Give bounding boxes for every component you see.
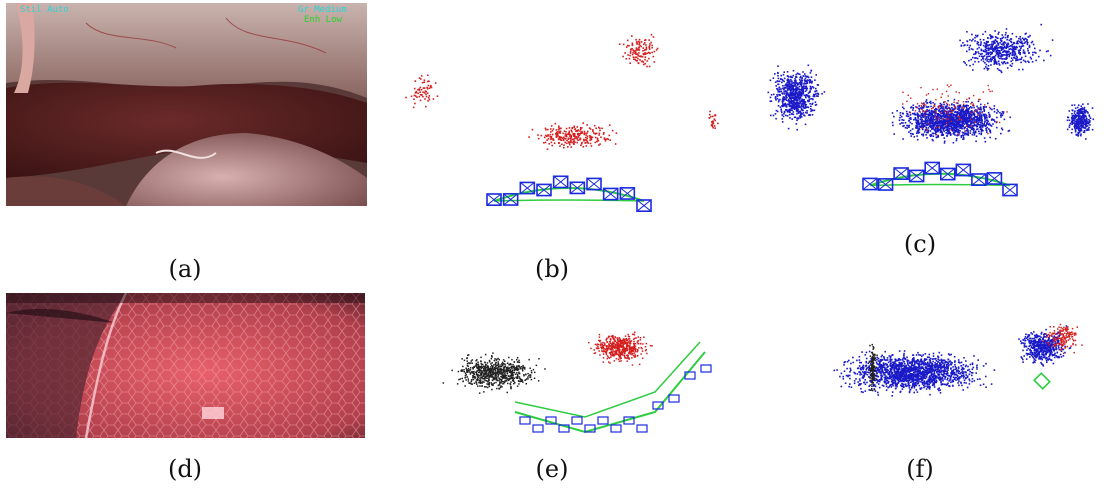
- blue-points-center: [891, 97, 1011, 144]
- red-points-left: [405, 74, 439, 109]
- dense-point-cloud: [767, 23, 1095, 197]
- camera-frame: [597, 416, 609, 425]
- red-points-mixed: [902, 84, 1008, 136]
- camera-marker: [1033, 372, 1051, 390]
- liver-surface-image: [6, 293, 365, 438]
- red-points-right: [708, 110, 719, 129]
- blue-points-top: [959, 23, 1054, 74]
- caption-c: (c): [903, 230, 937, 258]
- red-points-center: [528, 122, 618, 150]
- red-points: [1042, 323, 1083, 355]
- camera-frame: [584, 424, 596, 433]
- camera-frame: [652, 401, 664, 410]
- panel-a-photo: Stil Auto Gr Medium Enh Low: [6, 3, 367, 206]
- caption-f: (f): [906, 455, 934, 483]
- camera-frame: [545, 416, 557, 425]
- camera-frame: [636, 424, 648, 433]
- blue-points: [833, 350, 996, 397]
- panel-c-dense-cloud: [740, 0, 1110, 210]
- camera-frame: [571, 416, 583, 425]
- abdomen-endoscope-image: [6, 3, 367, 206]
- caption-a: (a): [168, 255, 202, 283]
- blue-points-left: [767, 64, 826, 131]
- camera-frame: [668, 394, 680, 403]
- panel-e-cloud-trajectory: [385, 292, 735, 442]
- caption-e: (e): [535, 455, 569, 483]
- point-cloud-trajectory: [442, 331, 712, 434]
- blue-points-right: [1066, 103, 1095, 140]
- camera-frame: [558, 424, 570, 433]
- camera-frame: [684, 371, 696, 380]
- black-points: [442, 352, 546, 394]
- panel-f-dense-cloud: [742, 292, 1110, 442]
- camera-frame: [610, 424, 622, 433]
- camera-frame: [532, 424, 544, 433]
- dense-point-cloud-f: [833, 323, 1083, 397]
- camera-trajectory: [514, 341, 706, 434]
- camera-frames: [862, 161, 1018, 197]
- red-points: [588, 331, 653, 366]
- camera-frame: [700, 364, 712, 373]
- camera-frame: [623, 416, 635, 425]
- overlay-gain-text: Gr Medium: [298, 5, 347, 15]
- overlay-mode-text: Stil Auto: [20, 5, 69, 15]
- caption-b: (b): [534, 255, 570, 283]
- panel-b-sparse-cloud: [372, 0, 732, 220]
- caption-d: (d): [167, 455, 203, 483]
- panel-d-photo: [6, 293, 365, 438]
- red-points-top-right: [618, 33, 659, 68]
- overlay-enhance-text: Enh Low: [304, 15, 342, 25]
- camera-frame: [519, 416, 531, 425]
- camera-frames: [486, 175, 652, 212]
- sparse-point-cloud: [405, 33, 719, 212]
- black-ridge-points: [868, 343, 878, 392]
